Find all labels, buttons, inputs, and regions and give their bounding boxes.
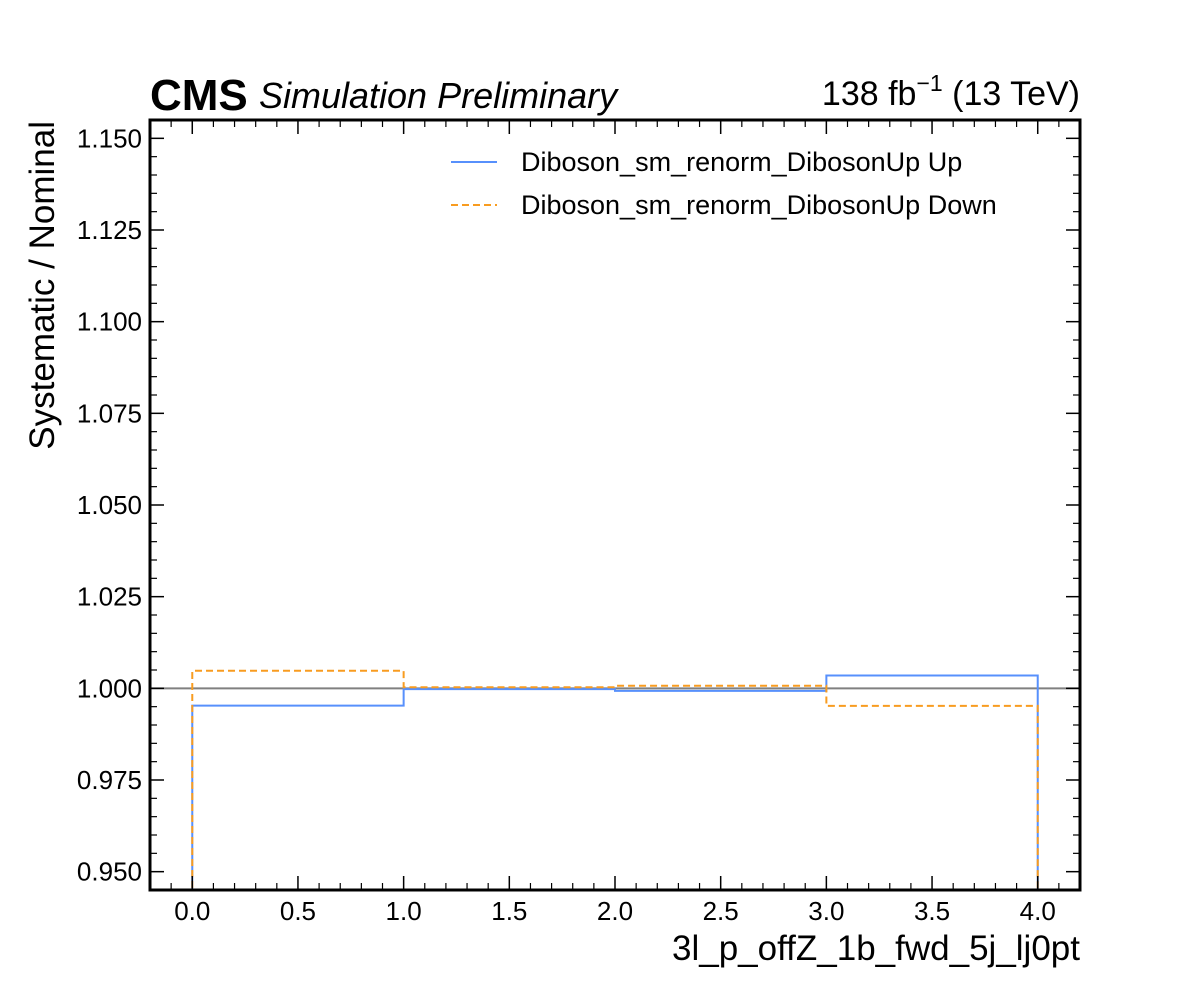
lumi-energy: (13 TeV) — [943, 75, 1080, 113]
y-tick-label: 1.075 — [77, 398, 142, 428]
y-axis-label: Systematic / Nominal — [23, 121, 62, 450]
cms-label: CMS — [150, 71, 248, 120]
x-tick-label: 3.5 — [914, 896, 950, 926]
x-tick-label: 1.0 — [386, 896, 422, 926]
y-tick-label: 1.125 — [77, 215, 142, 245]
y-tick-label: 0.950 — [77, 857, 142, 887]
x-axis-label: 3l_p_offZ_1b_fwd_5j_lj0pt — [672, 929, 1080, 968]
series-line-up — [191, 674, 1039, 890]
y-tick-label: 0.975 — [77, 765, 142, 795]
y-tick-label: 1.100 — [77, 307, 142, 337]
axes: 0.0 0.5 1.0 1.5 2.0 2.5 3.0 3.5 4.0 0.950 0.975 1.0… — [77, 118, 1082, 926]
x-tick-label: 2.5 — [703, 896, 739, 926]
x-tick-label: 2.0 — [597, 896, 633, 926]
legend: Diboson_sm_renorm_DibosonUp Up Diboson_sm… — [451, 147, 997, 220]
y-tick-label: 1.150 — [77, 123, 142, 153]
plot-frame — [148, 118, 1082, 892]
series-line-down — [191, 669, 1039, 890]
y-tick-label: 1.050 — [77, 490, 142, 520]
lumi-exponent: −1 — [916, 70, 942, 96]
y-tick-label: 1.025 — [77, 582, 142, 612]
legend-label: Diboson_sm_renorm_DibosonUp Down — [521, 190, 997, 220]
lumi-label: 138 fb−1 (13 TeV) — [822, 70, 1080, 113]
legend-label: Diboson_sm_renorm_DibosonUp Up — [521, 147, 962, 177]
lumi-value: 138 fb — [822, 75, 917, 113]
x-tick-label: 1.5 — [491, 896, 527, 926]
y-tick-label: 1.000 — [77, 673, 142, 703]
x-tick-label: 4.0 — [1020, 896, 1056, 926]
x-tick-label: 3.0 — [808, 896, 844, 926]
plot-area — [150, 669, 1080, 890]
x-tick-label: 0.5 — [280, 896, 316, 926]
cms-subtitle: Simulation Preliminary — [259, 75, 619, 116]
x-tick-label: 0.0 — [174, 896, 210, 926]
